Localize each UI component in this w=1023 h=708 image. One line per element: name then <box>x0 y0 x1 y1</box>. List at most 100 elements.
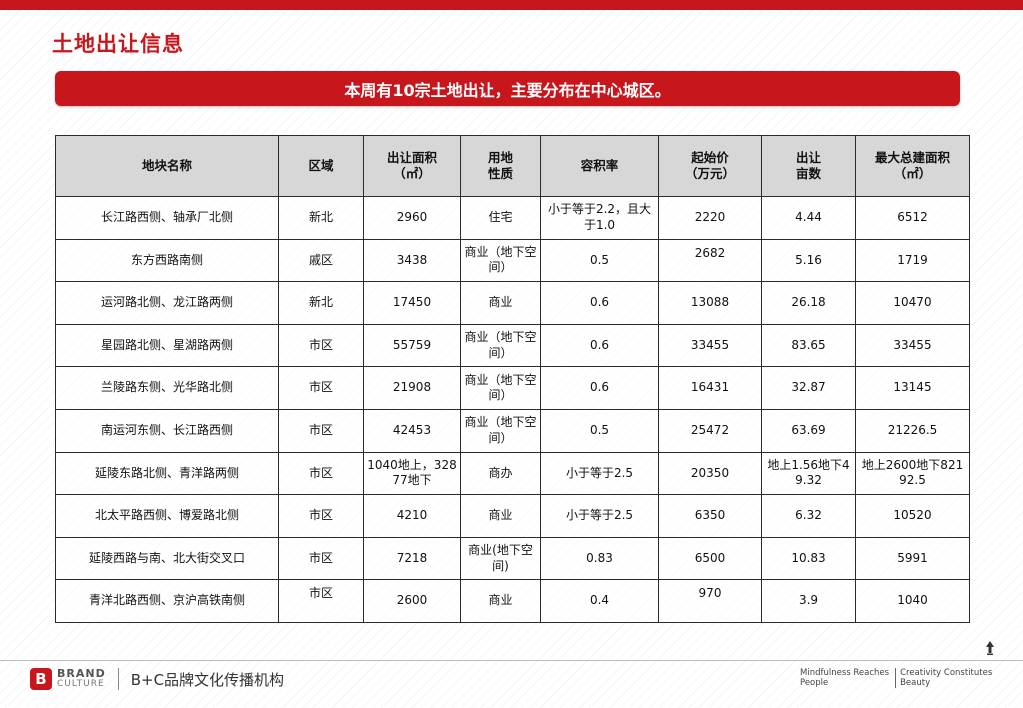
brand-wordmark: BRAND CULTURE <box>57 667 106 689</box>
top-accent-bar <box>0 0 1023 10</box>
cell-max-floor-area: 地上2600地下82192.5 <box>855 451 970 496</box>
cell-starting-price: 33455 <box>658 323 762 368</box>
cell-land-use: 商办 <box>460 451 541 496</box>
cell-area: 55759 <box>363 323 461 368</box>
cell-mu: 3.9 <box>761 579 856 623</box>
cell-starting-price: 6500 <box>658 536 762 581</box>
cell-area: 2960 <box>363 196 461 240</box>
cell-max-floor-area: 10520 <box>855 494 970 538</box>
cell-plot-ratio: 小于等于2.5 <box>540 451 659 496</box>
cell-area: 2600 <box>363 579 461 623</box>
summary-banner: 本周有10宗土地出让，主要分布在中心城区。 <box>55 71 960 106</box>
cell-starting-price: 25472 <box>658 408 762 453</box>
table-row: 延陵西路与南、北大街交叉口 市区 7218 商业(地下空间) 0.83 6500… <box>55 536 970 581</box>
table-header-row: 地块名称 区域 出让面积 （㎡） 用地 性质 容积率 起始价 （万元） 出让 亩… <box>55 135 970 197</box>
slogan-right-line-1: Creativity Constitutes <box>900 668 993 678</box>
cell-plot-ratio: 0.4 <box>540 579 659 623</box>
header-parcel-name: 地块名称 <box>55 135 279 197</box>
cell-plot-ratio: 0.6 <box>540 366 659 410</box>
cell-mu: 63.69 <box>761 408 856 453</box>
table-row: 长江路西侧、轴承厂北侧 新北 2960 住宅 小于等于2.2，且大于1.0 22… <box>55 196 970 240</box>
cell-mu: 26.18 <box>761 281 856 325</box>
cell-mu: 5.16 <box>761 238 856 283</box>
cell-parcel-name: 青洋北路西侧、京沪高铁南侧 <box>55 579 279 623</box>
cell-starting-price: 2220 <box>658 196 762 240</box>
slogan-left-line-1: Mindfulness Reaches <box>800 668 890 678</box>
cell-parcel-name: 延陵东路北侧、青洋路两侧 <box>55 451 279 496</box>
cell-starting-price: 970 <box>658 579 762 623</box>
table-row: 北太平路西侧、博爱路北侧 市区 4210 商业 小于等于2.5 6350 6.3… <box>55 494 970 538</box>
culture-word: CULTURE <box>57 679 105 689</box>
cell-district: 市区 <box>278 366 364 410</box>
cell-area: 1040地上，32877地下 <box>363 451 461 496</box>
cell-land-use: 商业（地下空间） <box>460 323 541 368</box>
cell-parcel-name: 运河路北侧、龙江路两侧 <box>55 281 279 325</box>
header-area: 出让面积 （㎡） <box>363 135 461 197</box>
cell-district: 市区 <box>278 579 364 623</box>
cell-district: 市区 <box>278 451 364 496</box>
cell-parcel-name: 延陵西路与南、北大街交叉口 <box>55 536 279 581</box>
land-transfer-table: 地块名称 区域 出让面积 （㎡） 用地 性质 容积率 起始价 （万元） 出让 亩… <box>55 135 970 623</box>
cell-parcel-name: 东方西路南侧 <box>55 238 279 283</box>
cell-area: 7218 <box>363 536 461 581</box>
cell-plot-ratio: 小于等于2.5 <box>540 494 659 538</box>
cell-mu: 6.32 <box>761 494 856 538</box>
page-title: 土地出让信息 <box>52 32 184 56</box>
cell-starting-price: 13088 <box>658 281 762 325</box>
cell-mu: 4.44 <box>761 196 856 240</box>
table-row: 东方西路南侧 戚区 3438 商业（地下空间） 0.5 2682 5.16 17… <box>55 238 970 283</box>
cell-area: 4210 <box>363 494 461 538</box>
cell-parcel-name: 星园路北侧、星湖路两侧 <box>55 323 279 368</box>
table-row: 兰陵路东侧、光华路北侧 市区 21908 商业（地下空间） 0.6 16431 … <box>55 366 970 410</box>
header-mu: 出让 亩数 <box>761 135 856 197</box>
cell-parcel-name: 兰陵路东侧、光华路北侧 <box>55 366 279 410</box>
brand-word: BRAND <box>57 667 106 680</box>
cell-area: 17450 <box>363 281 461 325</box>
table-row: 青洋北路西侧、京沪高铁南侧 市区 2600 商业 0.4 970 3.9 104… <box>55 579 970 623</box>
cell-plot-ratio: 小于等于2.2，且大于1.0 <box>540 196 659 240</box>
cell-plot-ratio: 0.5 <box>540 408 659 453</box>
cell-area: 42453 <box>363 408 461 453</box>
cell-land-use: 商业（地下空间） <box>460 366 541 410</box>
cell-plot-ratio: 0.5 <box>540 238 659 283</box>
cell-plot-ratio: 0.83 <box>540 536 659 581</box>
brand-logo: B BRAND CULTURE B+C品牌文化传播机构 <box>30 668 284 690</box>
cell-district: 市区 <box>278 408 364 453</box>
cell-starting-price: 16431 <box>658 366 762 410</box>
cell-parcel-name: 长江路西侧、轴承厂北侧 <box>55 196 279 240</box>
header-starting-price: 起始价 （万元） <box>658 135 762 197</box>
cell-land-use: 商业 <box>460 579 541 623</box>
cell-max-floor-area: 10470 <box>855 281 970 325</box>
cell-land-use: 商业(地下空间) <box>460 536 541 581</box>
brand-mark-icon: B <box>30 668 52 690</box>
cell-area: 21908 <box>363 366 461 410</box>
cell-plot-ratio: 0.6 <box>540 281 659 325</box>
cell-max-floor-area: 1040 <box>855 579 970 623</box>
cell-max-floor-area: 5991 <box>855 536 970 581</box>
cell-land-use: 商业（地下空间） <box>460 408 541 453</box>
header-district: 区域 <box>278 135 364 197</box>
slogan-left: Mindfulness Reaches People <box>800 668 889 688</box>
cell-plot-ratio: 0.6 <box>540 323 659 368</box>
cell-starting-price: 6350 <box>658 494 762 538</box>
up-arrow-icon <box>986 641 994 655</box>
header-max-floor-area: 最大总建面积 （㎡） <box>855 135 970 197</box>
table-row: 南运河东侧、长江路西侧 市区 42453 商业（地下空间） 0.5 25472 … <box>55 408 970 453</box>
footer-slogan: Mindfulness Reaches People Creativity Co… <box>800 668 998 688</box>
slogan-right-line-2: Beauty <box>900 678 931 688</box>
cell-district: 戚区 <box>278 238 364 283</box>
cell-land-use: 住宅 <box>460 196 541 240</box>
cell-land-use: 商业 <box>460 494 541 538</box>
header-land-use: 用地 性质 <box>460 135 541 197</box>
cell-parcel-name: 北太平路西侧、博爱路北侧 <box>55 494 279 538</box>
cell-district: 市区 <box>278 323 364 368</box>
cell-district: 市区 <box>278 536 364 581</box>
header-plot-ratio: 容积率 <box>540 135 659 197</box>
cell-mu: 83.65 <box>761 323 856 368</box>
cell-starting-price: 20350 <box>658 451 762 496</box>
table-row: 延陵东路北侧、青洋路两侧 市区 1040地上，32877地下 商办 小于等于2.… <box>55 451 970 496</box>
cell-max-floor-area: 21226.5 <box>855 408 970 453</box>
table-row: 星园路北侧、星湖路两侧 市区 55759 商业（地下空间） 0.6 33455 … <box>55 323 970 368</box>
company-name: B+C品牌文化传播机构 <box>130 670 285 689</box>
cell-max-floor-area: 33455 <box>855 323 970 368</box>
